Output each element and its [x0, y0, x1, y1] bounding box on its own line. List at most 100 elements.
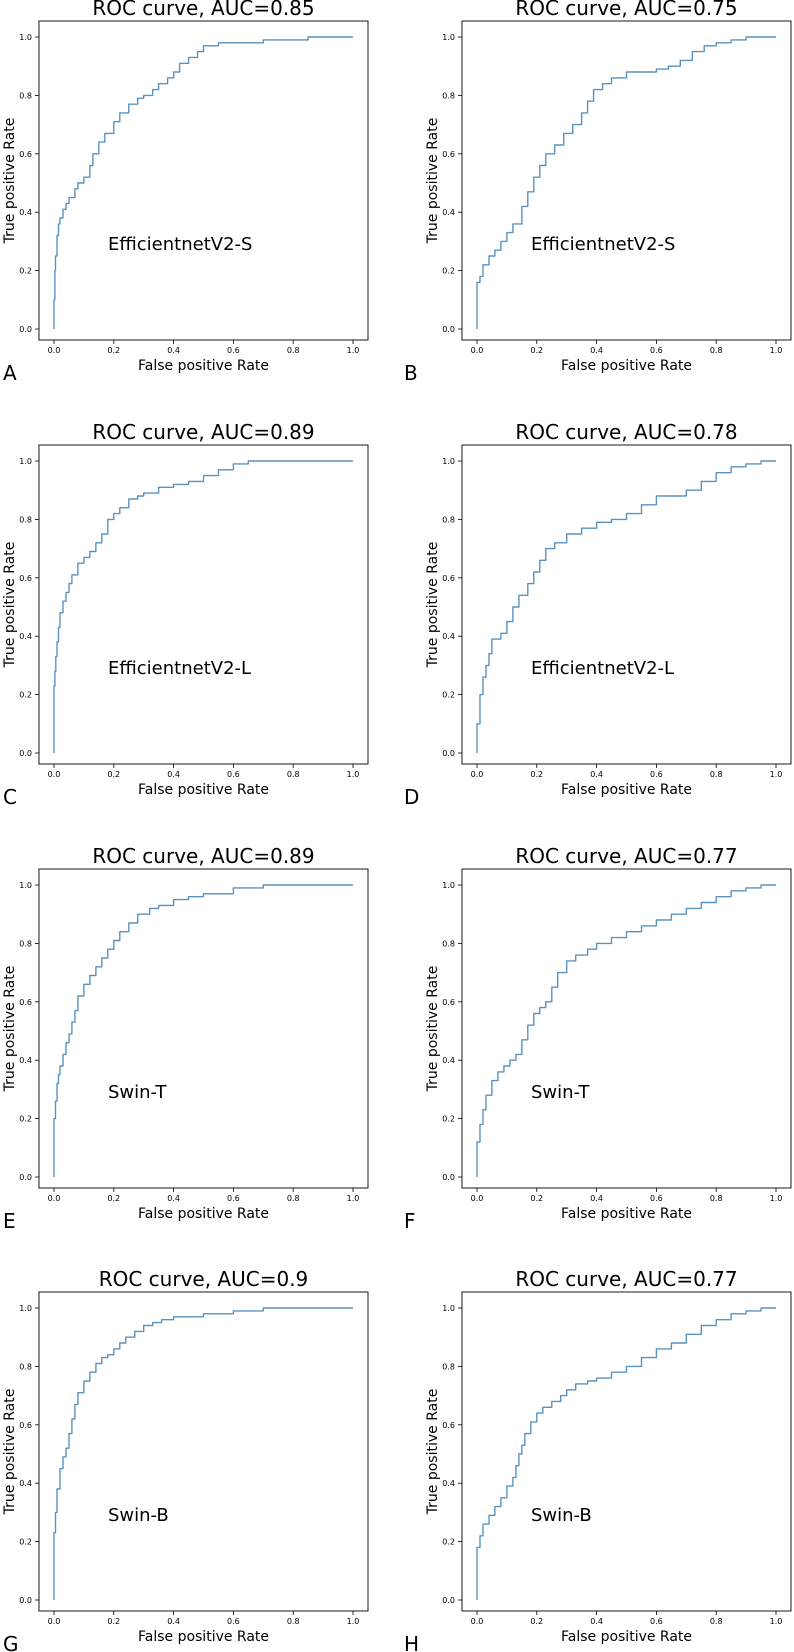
y-tick-label: 0.6: [19, 1421, 32, 1430]
y-tick-label: 0.0: [442, 1173, 455, 1182]
y-axis-label: True positive Rate: [425, 966, 441, 1093]
x-tick-label: 0.0: [48, 346, 61, 355]
x-tick-label: 0.4: [590, 346, 603, 355]
chart-title: ROC curve, AUC=0.9: [99, 1267, 309, 1291]
y-tick-label: 0.2: [19, 1115, 32, 1124]
y-tick-label: 0.8: [442, 91, 455, 100]
axes-frame: [38, 444, 369, 765]
y-tick-label: 0.8: [442, 939, 455, 948]
x-tick-label: 1.0: [347, 1194, 360, 1203]
x-tick-label: 0.0: [48, 1194, 61, 1203]
x-tick-label: 0.4: [167, 1194, 180, 1203]
model-annotation: Swin-T: [531, 1082, 590, 1103]
y-axis-label: True positive Rate: [2, 966, 18, 1093]
x-tick-label: 0.0: [471, 770, 484, 779]
y-tick-label: 0.4: [19, 208, 32, 217]
roc-panel-c: ROC curve, AUC=0.89 0.0 0.2 0.4 0.6 0.8 1.0 0.0…: [2, 420, 369, 809]
x-tick-label: 0.4: [590, 1617, 603, 1626]
roc-curve: [476, 36, 776, 329]
x-axis-label: False positive Rate: [138, 1206, 269, 1222]
roc-panel-a: ROC curve, AUC=0.85 0.0 0.2 0.4 0.6 0.8 1.0 0.0…: [2, 0, 369, 385]
y-tick-label: 0.8: [442, 1362, 455, 1371]
y-axis-label: True positive Rate: [2, 542, 18, 669]
y-tick-label: 0.2: [19, 1538, 32, 1547]
x-tick-label: 1.0: [347, 346, 360, 355]
x-tick-label: 0.8: [710, 770, 723, 779]
y-tick-label: 0.6: [442, 574, 455, 583]
y-tick-label: 0.8: [19, 939, 32, 948]
chart-title: ROC curve, AUC=0.89: [92, 420, 314, 444]
roc-panel-b: ROC curve, AUC=0.75 0.0 0.2 0.4 0.6 0.8 1.0 0.0…: [404, 0, 792, 385]
x-tick-label: 0.0: [471, 1617, 484, 1626]
y-tick-label: 1.0: [442, 1304, 455, 1313]
y-tick-label: 1.0: [19, 457, 32, 466]
x-tick-label: 0.2: [530, 346, 543, 355]
y-tick-label: 0.2: [442, 267, 455, 276]
x-tick-label: 0.4: [167, 770, 180, 779]
roc-curve: [53, 884, 353, 1177]
x-tick-label: 1.0: [770, 1617, 783, 1626]
panel-letter: A: [3, 361, 17, 385]
x-tick-label: 0.6: [650, 1617, 663, 1626]
y-tick-label: 0.8: [19, 1362, 32, 1371]
panel-letter: C: [3, 785, 17, 809]
axes-frame: [461, 20, 792, 341]
roc-curve: [476, 1307, 776, 1600]
x-tick-label: 0.6: [227, 1617, 240, 1626]
y-tick-label: 0.4: [442, 208, 455, 217]
y-tick-label: 0.4: [442, 1479, 455, 1488]
x-tick-label: 0.2: [530, 770, 543, 779]
chart-title: ROC curve, AUC=0.85: [92, 0, 314, 20]
x-tick-label: 1.0: [770, 1194, 783, 1203]
model-annotation: EfficientnetV2-S: [531, 234, 675, 255]
y-axis-label: True positive Rate: [425, 542, 441, 669]
roc-panel-h: ROC curve, AUC=0.77 0.0 0.2 0.4 0.6 0.8 1.0 0.0…: [404, 1267, 792, 1652]
x-tick-label: 0.8: [287, 770, 300, 779]
x-tick-label: 1.0: [770, 346, 783, 355]
y-axis-label: True positive Rate: [2, 1389, 18, 1516]
model-annotation: Swin-B: [531, 1505, 592, 1526]
roc-curve: [476, 884, 776, 1177]
y-tick-label: 0.2: [19, 267, 32, 276]
panel-letter: H: [404, 1632, 419, 1652]
y-tick-label: 0.2: [19, 691, 32, 700]
y-tick-label: 1.0: [442, 457, 455, 466]
x-axis-label: False positive Rate: [561, 358, 692, 374]
y-tick-label: 0.6: [442, 150, 455, 159]
x-tick-label: 0.2: [530, 1617, 543, 1626]
x-tick-label: 0.6: [227, 1194, 240, 1203]
roc-curve: [53, 460, 353, 753]
axes-frame: [38, 868, 369, 1189]
y-tick-label: 0.0: [442, 749, 455, 758]
x-axis-label: False positive Rate: [561, 782, 692, 798]
y-tick-label: 0.4: [19, 632, 32, 641]
axes-frame: [461, 868, 792, 1189]
x-tick-label: 0.6: [227, 770, 240, 779]
panel-letter: E: [3, 1209, 16, 1233]
x-axis-label: False positive Rate: [138, 1629, 269, 1645]
y-tick-label: 0.0: [442, 325, 455, 334]
chart-title: ROC curve, AUC=0.89: [92, 844, 314, 868]
model-annotation: Swin-T: [108, 1082, 167, 1103]
y-tick-label: 0.2: [442, 1115, 455, 1124]
y-tick-label: 0.2: [442, 1538, 455, 1547]
x-tick-label: 0.4: [590, 770, 603, 779]
y-tick-label: 0.4: [19, 1056, 32, 1065]
x-tick-label: 0.6: [227, 346, 240, 355]
x-tick-label: 1.0: [347, 770, 360, 779]
roc-curve: [476, 460, 776, 753]
x-tick-label: 0.8: [287, 346, 300, 355]
x-axis-label: False positive Rate: [138, 358, 269, 374]
roc-curve: [53, 1307, 353, 1600]
x-tick-label: 0.0: [48, 770, 61, 779]
model-annotation: Swin-B: [108, 1505, 169, 1526]
roc-panel-f: ROC curve, AUC=0.77 0.0 0.2 0.4 0.6 0.8 1.0 0.0…: [404, 844, 792, 1233]
x-tick-label: 0.4: [167, 1617, 180, 1626]
panel-letter: B: [404, 361, 418, 385]
panel-letter: F: [404, 1209, 416, 1233]
y-tick-label: 1.0: [19, 33, 32, 42]
y-tick-label: 0.0: [19, 325, 32, 334]
x-tick-label: 1.0: [347, 1617, 360, 1626]
x-tick-label: 0.8: [710, 1194, 723, 1203]
